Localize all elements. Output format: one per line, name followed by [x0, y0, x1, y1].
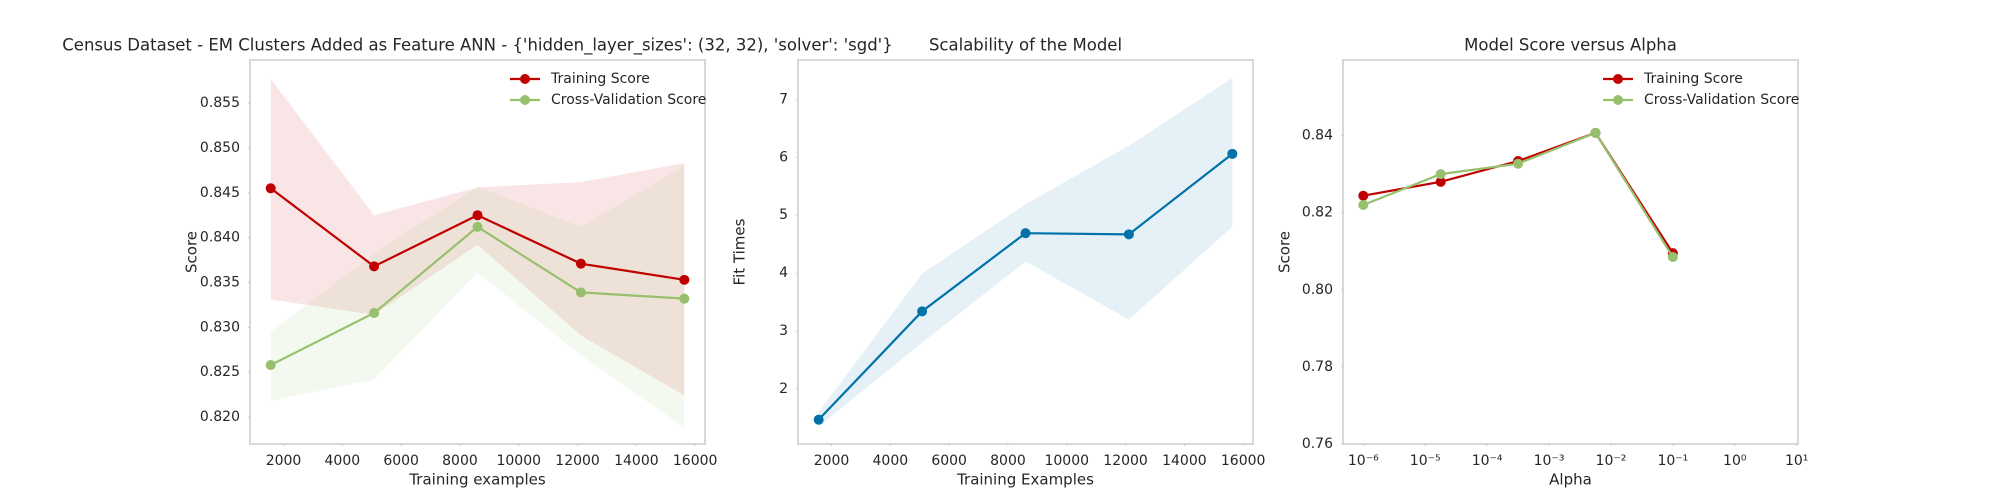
band — [818, 77, 1233, 427]
y-tick-label: 0.820 — [200, 409, 240, 425]
plot-frame — [797, 59, 1254, 445]
x-tick-label: 10⁻³ — [1534, 453, 1565, 469]
legend-label: Cross-Validation Score — [1644, 92, 1799, 108]
plot-frame — [249, 59, 706, 445]
point — [1358, 190, 1369, 201]
band — [270, 165, 685, 428]
legend-marker — [520, 74, 530, 84]
chart-title: Model Score versus Alpha — [1464, 36, 1677, 55]
point — [575, 258, 586, 269]
y-tick-label: 0.76 — [1302, 436, 1333, 452]
x-tick-label: 10⁻⁴ — [1472, 453, 1503, 469]
x-tick-label: 10000 — [496, 453, 541, 469]
y-tick-label: 0.80 — [1302, 282, 1333, 298]
point — [679, 274, 690, 285]
y-tick-label: 5 — [779, 207, 788, 223]
x-axis-label: Training examples — [408, 471, 546, 489]
x-tick-label: 2000 — [266, 453, 302, 469]
x-tick-label: 10⁻¹ — [1657, 453, 1688, 469]
x-tick-label: 10¹ — [1785, 453, 1808, 469]
x-tick-label: 16000 — [1221, 453, 1266, 469]
x-tick-label: 8000 — [442, 453, 478, 469]
x-tick-label: 12000 — [1103, 453, 1148, 469]
point — [1227, 148, 1238, 159]
x-tick-label: 2000 — [814, 453, 850, 469]
x-tick-label: 4000 — [873, 453, 909, 469]
x-tick-label: 14000 — [614, 453, 659, 469]
point — [265, 183, 276, 194]
legend-marker — [520, 95, 530, 105]
point — [917, 306, 928, 317]
point — [369, 261, 380, 272]
point — [1667, 252, 1678, 263]
x-tick-label: 14000 — [1162, 453, 1207, 469]
point — [813, 414, 824, 425]
x-tick-label: 12000 — [555, 453, 600, 469]
point — [1513, 158, 1524, 169]
point — [265, 360, 276, 371]
chart-title: Census Dataset - EM Clusters Added as Fe… — [62, 36, 892, 56]
y-tick-label: 3 — [779, 323, 788, 339]
y-tick-label: 0.840 — [200, 230, 240, 246]
line — [1362, 131, 1674, 258]
point — [1020, 228, 1031, 239]
x-tick-label: 10⁻⁵ — [1410, 453, 1441, 469]
x-tick-label: 8000 — [990, 453, 1026, 469]
legend-label: Training Score — [550, 71, 650, 87]
x-tick-label: 6000 — [383, 453, 419, 469]
x-tick-label: 10⁰ — [1723, 453, 1747, 469]
point — [1590, 127, 1601, 138]
y-axis-label: Fit Times — [731, 218, 749, 285]
y-tick-label: 2 — [779, 381, 788, 397]
x-axis-label: Training Examples — [956, 471, 1094, 489]
x-tick-label: 10000 — [1044, 453, 1089, 469]
point — [1123, 229, 1134, 240]
y-tick-label: 0.84 — [1302, 128, 1333, 144]
y-tick-label: 0.835 — [200, 275, 240, 291]
band — [270, 78, 685, 396]
point — [575, 287, 586, 298]
y-tick-label: 0.78 — [1302, 359, 1333, 375]
legend-label: Training Score — [1643, 71, 1743, 87]
y-tick-label: 0.850 — [200, 140, 240, 156]
line — [1363, 131, 1674, 254]
x-tick-label: 6000 — [931, 453, 967, 469]
plot-frame — [1342, 59, 1799, 445]
legend-marker — [1613, 95, 1623, 105]
point — [472, 221, 483, 232]
y-tick-label: 0.82 — [1302, 205, 1333, 221]
point — [1435, 169, 1446, 180]
point — [472, 210, 483, 221]
y-tick-label: 0.855 — [200, 95, 240, 111]
x-tick-label: 4000 — [325, 453, 361, 469]
y-tick-label: 6 — [779, 149, 788, 165]
y-axis-label: Score — [1276, 231, 1294, 273]
y-tick-label: 0.825 — [200, 364, 240, 380]
point — [679, 293, 690, 304]
y-tick-label: 0.830 — [200, 319, 240, 335]
legend-marker — [1613, 74, 1623, 84]
y-tick-label: 0.845 — [200, 185, 240, 201]
point — [1435, 176, 1446, 187]
x-tick-label: 10⁻⁶ — [1348, 453, 1379, 469]
point — [369, 308, 380, 319]
y-tick-label: 7 — [779, 91, 788, 107]
y-tick-label: 4 — [779, 265, 788, 281]
y-axis-label: Score — [183, 231, 201, 273]
x-tick-label: 16000 — [673, 453, 718, 469]
chart-title: Scalability of the Model — [929, 36, 1122, 55]
x-axis-label: Alpha — [1549, 471, 1592, 489]
legend-label: Cross-Validation Score — [551, 92, 706, 108]
x-tick-label: 10⁻² — [1596, 453, 1627, 469]
point — [1358, 199, 1369, 210]
